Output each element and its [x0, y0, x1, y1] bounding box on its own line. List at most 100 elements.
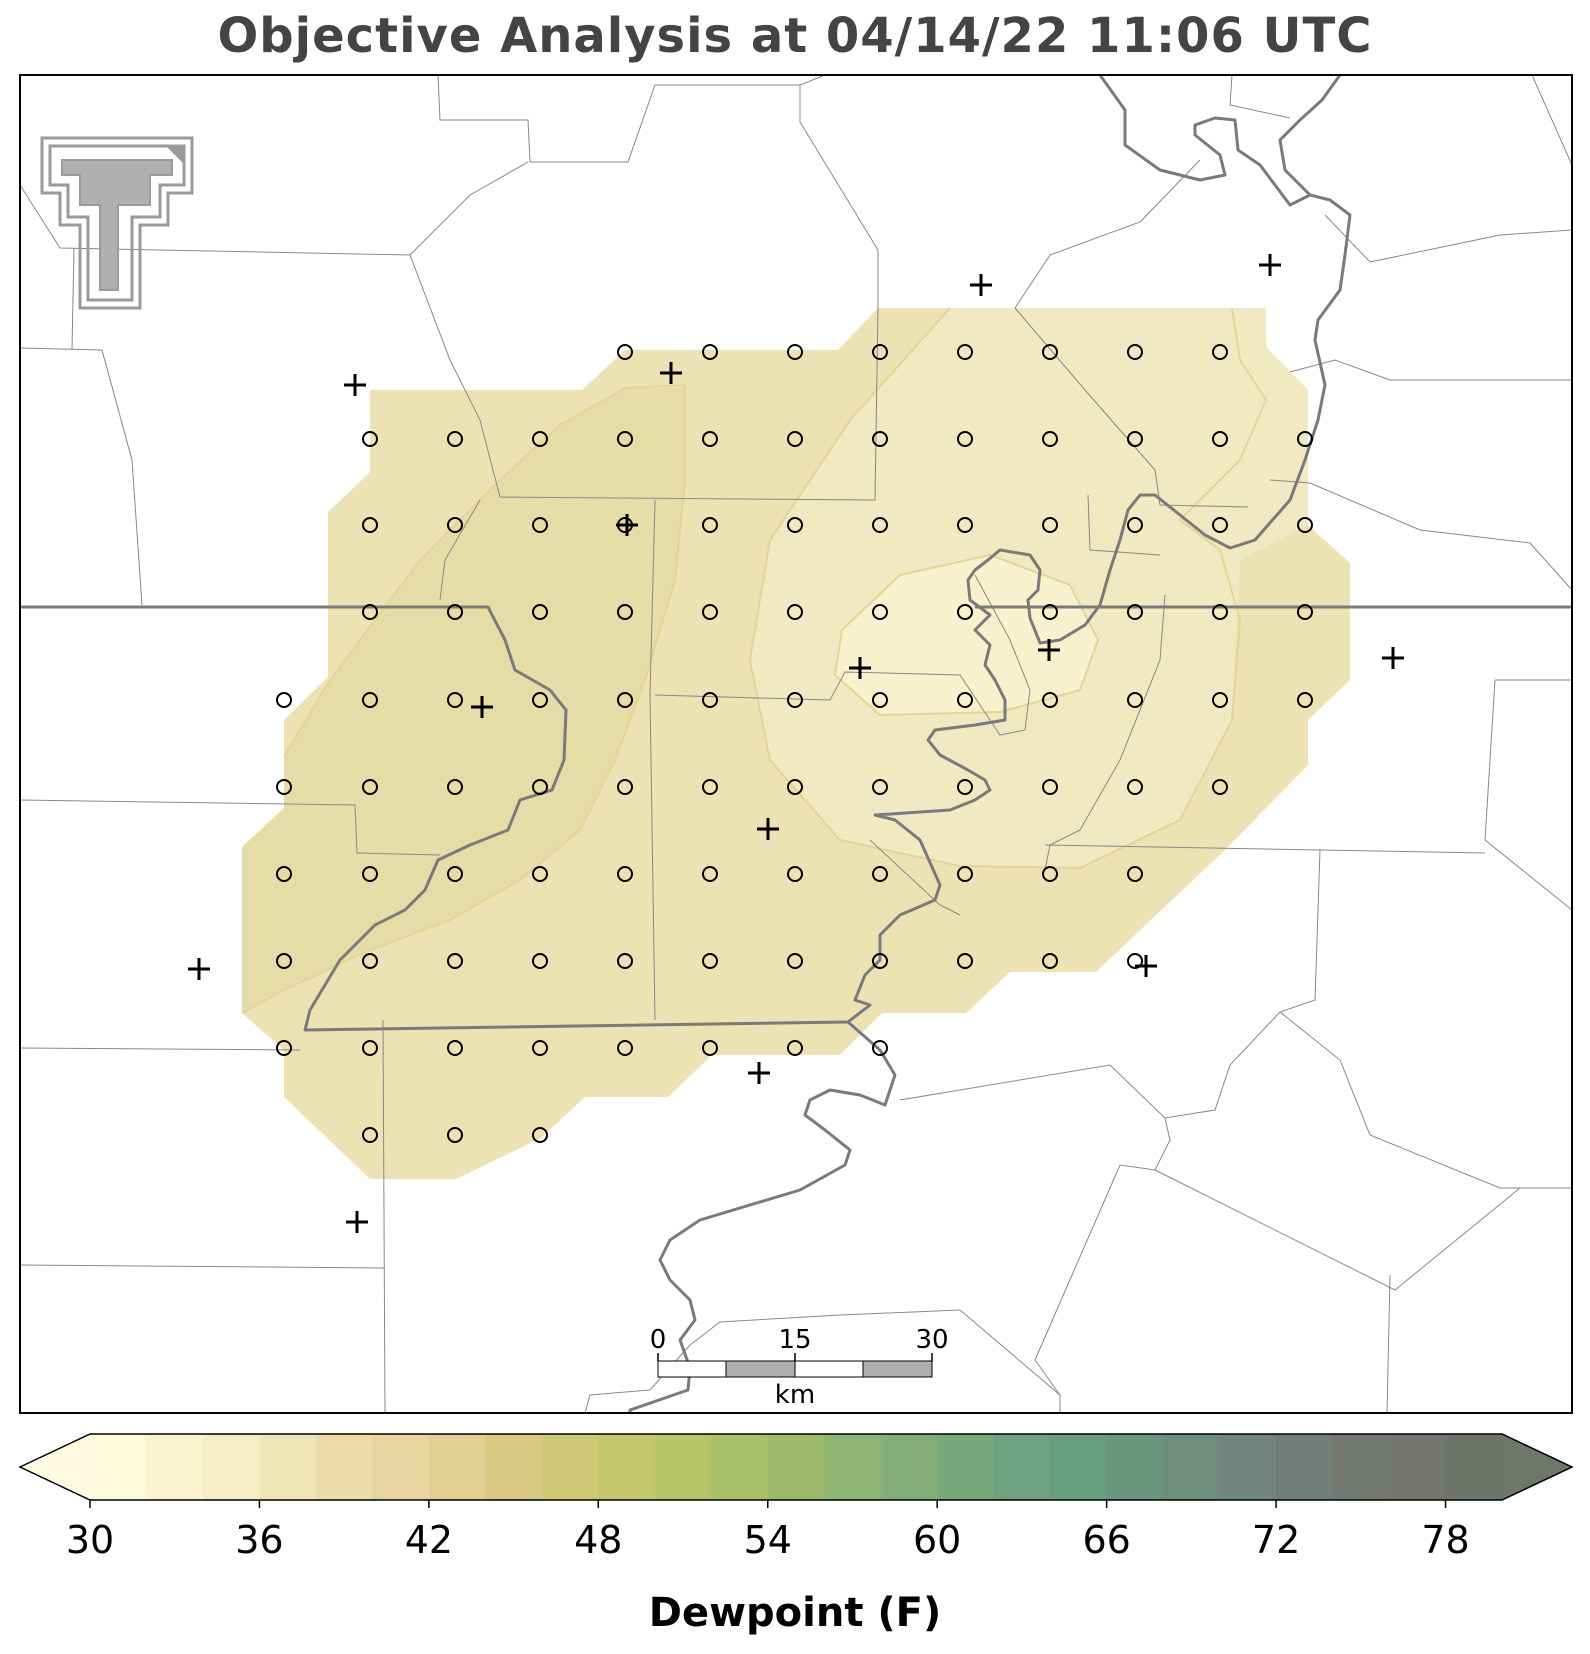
analysis-fill-darker — [242, 388, 685, 1013]
grid-point — [1042, 431, 1058, 447]
colorbar-segment — [315, 1434, 373, 1500]
colorbar-tick-label: 78 — [1421, 1518, 1470, 1562]
grid-point — [532, 692, 548, 708]
grid-point — [447, 1127, 463, 1143]
page-title: Objective Analysis at 04/14/22 11:06 UTC — [217, 8, 1373, 64]
scale-label-15: 15 — [778, 1325, 811, 1355]
grid-point — [1127, 344, 1143, 360]
scale-label-30: 30 — [915, 1325, 948, 1355]
grid-point — [447, 866, 463, 882]
station-plus-marker — [748, 1062, 770, 1084]
colorbar-segment — [1219, 1434, 1277, 1500]
grid-point — [1042, 517, 1058, 533]
grid-point — [1127, 517, 1143, 533]
grid-point — [702, 431, 718, 447]
grid-point — [617, 779, 633, 795]
colorbar-label: Dewpoint (F) — [648, 1590, 942, 1636]
grid-point — [362, 604, 378, 620]
colorbar-segment — [993, 1434, 1051, 1500]
colorbar — [18, 1433, 1574, 1508]
grid-point — [1042, 604, 1058, 620]
station-plus-marker — [471, 696, 493, 718]
grid-point — [1212, 517, 1228, 533]
grid-point — [787, 344, 803, 360]
grid-point — [362, 692, 378, 708]
grid-point — [447, 953, 463, 969]
grid-point — [1127, 431, 1143, 447]
grid-point — [532, 604, 548, 620]
grid-point — [1297, 604, 1313, 620]
grid-point — [1212, 431, 1228, 447]
grid-point — [787, 692, 803, 708]
grid-point — [1127, 866, 1143, 882]
grid-point — [872, 517, 888, 533]
grid-point — [362, 866, 378, 882]
station-plus-marker — [346, 1211, 368, 1233]
station-plus-marker — [1259, 254, 1281, 276]
colorbar-segment — [372, 1434, 430, 1500]
grid-point — [617, 604, 633, 620]
station-plus-marker — [757, 818, 779, 840]
colorbar-segment — [1050, 1434, 1108, 1500]
grid-point — [1212, 779, 1228, 795]
grid-point — [1042, 953, 1058, 969]
grid-point — [872, 953, 888, 969]
grid-point — [702, 1040, 718, 1056]
grid-point — [1297, 692, 1313, 708]
station-plus-marker — [1382, 647, 1404, 669]
grid-point — [957, 866, 973, 882]
colorbar-segment — [1445, 1434, 1503, 1500]
station-plus-marker — [616, 514, 638, 536]
colorbar-tick-label: 66 — [1082, 1518, 1131, 1562]
grid-point — [872, 431, 888, 447]
grid-point — [702, 604, 718, 620]
grid-point — [447, 431, 463, 447]
grid-point — [787, 866, 803, 882]
colorbar-segment — [146, 1434, 204, 1500]
colorbar-segment — [880, 1434, 938, 1500]
grid-point — [532, 1040, 548, 1056]
grid-point — [1042, 344, 1058, 360]
colorbar-segment — [654, 1434, 712, 1500]
colorbar-extend-max — [1502, 1434, 1572, 1500]
grid-point — [872, 1040, 888, 1056]
grid-point — [276, 1040, 292, 1056]
state-boundaries — [20, 75, 1572, 1413]
grid-point — [1212, 692, 1228, 708]
grid-point — [532, 1127, 548, 1143]
grid-point — [447, 604, 463, 620]
colorbar-extend-min — [20, 1434, 90, 1500]
colorbar-segment — [1106, 1434, 1164, 1500]
colorbar-segment — [1389, 1434, 1447, 1500]
grid-point — [362, 1040, 378, 1056]
grid-point — [447, 1040, 463, 1056]
colorbar-segment — [711, 1434, 769, 1500]
county-boundaries — [20, 75, 1572, 1413]
colorbar-segment — [90, 1434, 148, 1500]
grid-point — [447, 779, 463, 795]
grid-point — [702, 692, 718, 708]
grid-point — [617, 692, 633, 708]
grid-point — [532, 517, 548, 533]
grid-point — [787, 953, 803, 969]
grid-point — [362, 779, 378, 795]
colorbar-segment — [767, 1434, 825, 1500]
grid-point — [532, 431, 548, 447]
grid-point — [276, 779, 292, 795]
grid-point — [1212, 344, 1228, 360]
grid-point — [362, 517, 378, 533]
grid-point — [872, 692, 888, 708]
grid-point — [702, 866, 718, 882]
grid-point — [276, 692, 292, 708]
station-plus-marker — [1135, 955, 1157, 977]
station-plus-marker — [660, 362, 682, 384]
grid-point — [957, 517, 973, 533]
grid-point — [617, 1040, 633, 1056]
colorbar-segment — [485, 1434, 543, 1500]
map-frame — [19, 74, 1573, 1414]
analysis-contours — [241, 307, 1268, 1014]
grid-point — [787, 431, 803, 447]
scale-bar: 0 15 30 km — [650, 1325, 949, 1410]
grid-point — [617, 344, 633, 360]
